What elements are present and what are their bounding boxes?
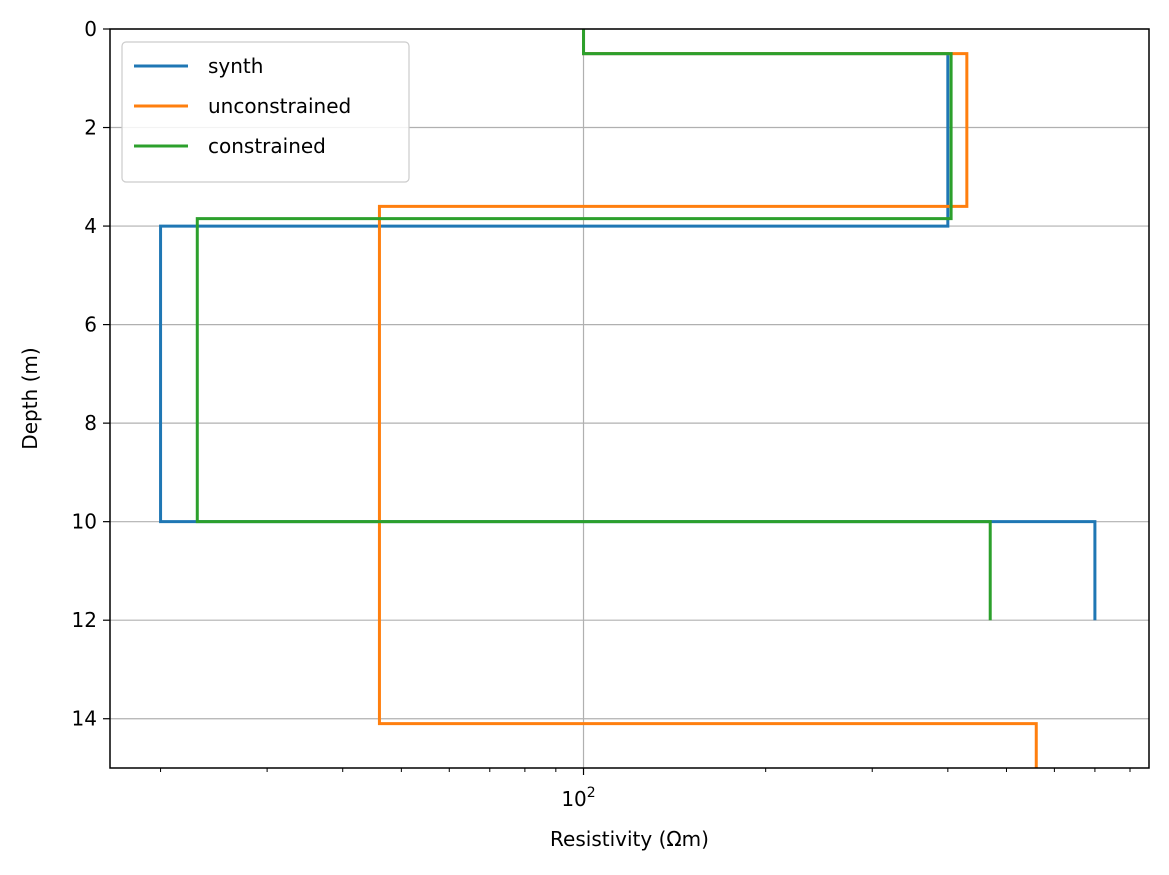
legend-label-synth: synth <box>208 54 263 78</box>
legend-label-constrained: constrained <box>208 134 326 158</box>
y-tick-label: 12 <box>72 608 97 632</box>
legend-box <box>121 41 410 183</box>
y-tick-label: 6 <box>84 313 97 337</box>
axis-ticks: 0 2 4 6 8 10 12 14 102 <box>72 17 1131 811</box>
y-tick-label: 2 <box>84 116 97 140</box>
y-tick-label: 14 <box>72 707 97 731</box>
series-lines <box>159 29 1097 768</box>
x-axis-label: Resistivity (Ωm) <box>550 827 709 851</box>
y-tick-label: 10 <box>72 510 97 534</box>
plot-frame <box>109 28 1150 769</box>
legend: synth unconstrained constrained <box>121 41 410 183</box>
y-tick-label: 4 <box>84 214 97 238</box>
x-tick-label: 102 <box>561 785 595 811</box>
y-axis-label: Depth (m) <box>18 347 42 449</box>
y-tick-label: 8 <box>84 411 97 435</box>
y-tick-label: 0 <box>84 17 97 41</box>
legend-label-unconstrained: unconstrained <box>208 94 351 118</box>
series-line-constrained <box>195 29 992 621</box>
